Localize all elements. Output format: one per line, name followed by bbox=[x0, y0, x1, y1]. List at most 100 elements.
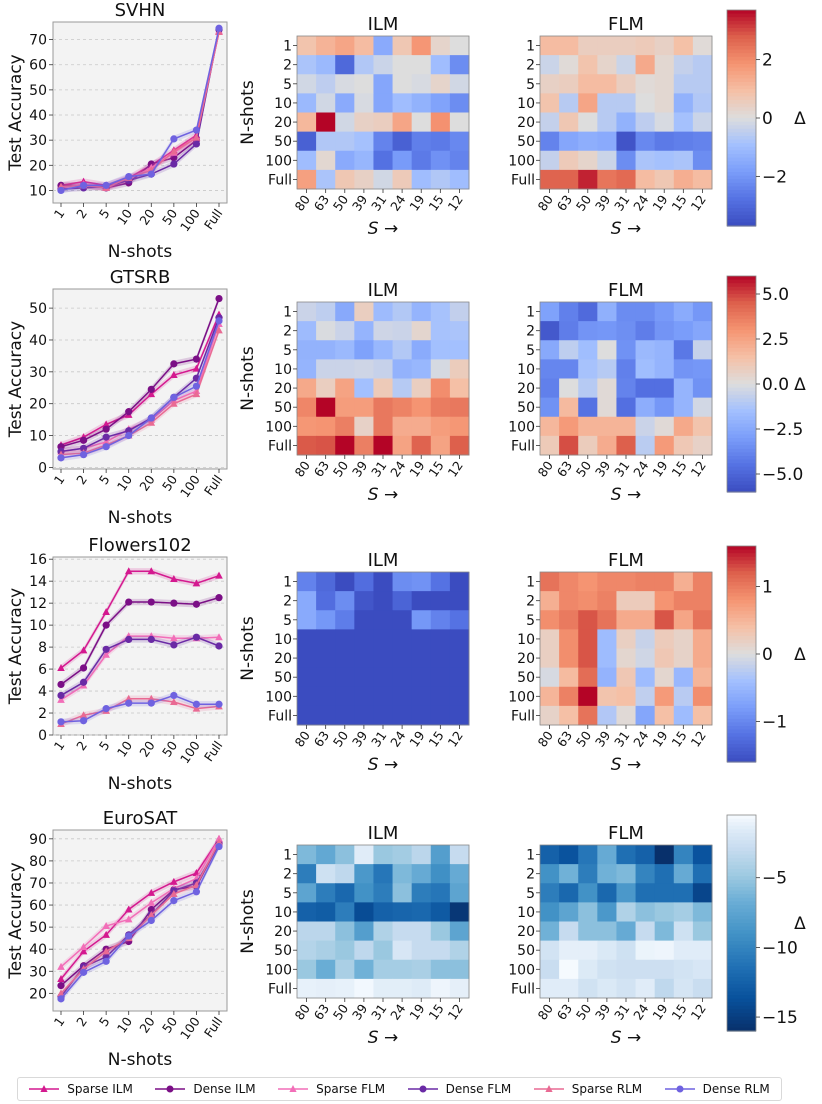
data-point bbox=[170, 698, 178, 706]
heatmap-cell bbox=[692, 845, 713, 865]
heatmap-cell bbox=[616, 883, 637, 903]
heatmap-cell bbox=[616, 169, 637, 190]
heatmap-cell bbox=[373, 359, 394, 379]
colorbar-segment bbox=[727, 546, 756, 551]
heatmap-cell bbox=[673, 55, 694, 75]
heatmap-cell bbox=[354, 302, 374, 322]
heatmap-cell bbox=[316, 93, 336, 113]
y-tick-label: 2 bbox=[526, 58, 535, 74]
heatmap-cell bbox=[411, 940, 432, 961]
data-point bbox=[79, 968, 88, 976]
heatmap-cell bbox=[316, 667, 336, 688]
colorbar-segment bbox=[727, 330, 756, 335]
x-axis-label: S → bbox=[611, 485, 641, 505]
data-point bbox=[192, 140, 201, 148]
heatmap-cell bbox=[540, 93, 560, 113]
heatmap-cell bbox=[316, 359, 336, 379]
heatmap-cell bbox=[673, 667, 694, 688]
heatmap-cell bbox=[449, 845, 470, 865]
heatmap-cell bbox=[373, 150, 394, 171]
heatmap-cell bbox=[316, 686, 336, 707]
heatmap-cell bbox=[430, 705, 451, 726]
heatmap-cell bbox=[673, 416, 694, 437]
heatmap-cell bbox=[335, 93, 355, 113]
heatmap-cell bbox=[692, 921, 713, 942]
heatmap-cell bbox=[635, 864, 656, 884]
x-tick-label: 63 bbox=[554, 728, 575, 750]
colorbar-segment bbox=[727, 650, 756, 655]
heatmap-cell bbox=[430, 648, 451, 669]
heatmap-cell bbox=[597, 648, 617, 669]
heatmap-cell bbox=[449, 629, 470, 649]
colorbar-segment bbox=[727, 136, 756, 141]
colorbar-segment bbox=[727, 825, 756, 830]
heatmap-cell bbox=[316, 705, 336, 726]
colorbar-segment bbox=[727, 829, 756, 834]
data-point bbox=[170, 399, 178, 407]
heatmap-cell bbox=[354, 572, 374, 592]
heatmap-cell bbox=[449, 302, 470, 322]
series-sparse-ilm bbox=[57, 567, 223, 672]
heatmap-cell bbox=[692, 686, 713, 707]
heatmap-cell bbox=[411, 112, 432, 133]
y-tick-label: 2 bbox=[283, 594, 292, 610]
data-point bbox=[102, 930, 110, 938]
y-tick-label: 5 bbox=[526, 613, 535, 629]
confidence-band bbox=[61, 838, 219, 997]
heatmap-title: FLM bbox=[608, 14, 644, 35]
x-tick-label: Full bbox=[201, 206, 226, 232]
heatmap-cell bbox=[354, 978, 374, 999]
data-point bbox=[79, 444, 88, 452]
colorbar-segment bbox=[727, 64, 756, 69]
data-point bbox=[79, 711, 88, 719]
colorbar-segment bbox=[727, 872, 756, 877]
heatmap-cell bbox=[597, 435, 617, 456]
heatmap-cell bbox=[559, 572, 579, 592]
heatmap-cell bbox=[616, 378, 637, 399]
y-tick-label: 10 bbox=[29, 429, 47, 445]
colorbar-segment bbox=[727, 423, 756, 428]
data-point bbox=[57, 995, 65, 1003]
heatmap-cell bbox=[316, 648, 336, 669]
heatmap-cell bbox=[559, 648, 579, 669]
heatmap-cell bbox=[392, 112, 413, 133]
y-tick-label: 10 bbox=[274, 362, 292, 378]
colorbar-segment bbox=[727, 10, 756, 15]
heatmap-cell bbox=[297, 435, 317, 456]
colorbar-svhn: −2 0 2 Δ bbox=[726, 9, 806, 227]
data-point bbox=[79, 942, 88, 950]
heatmap-cell bbox=[635, 169, 656, 190]
heatmap-cell bbox=[559, 169, 579, 190]
colorbar-segment bbox=[727, 204, 756, 209]
data-point bbox=[147, 390, 156, 398]
x-axis-label: S → bbox=[368, 1028, 398, 1048]
heatmap-cell bbox=[654, 978, 675, 999]
heatmap-cell bbox=[430, 131, 451, 152]
x-tick-label: Full bbox=[201, 738, 226, 764]
series-line bbox=[60, 697, 220, 725]
heatmap-cell bbox=[597, 591, 617, 611]
heatmap-cell bbox=[297, 93, 317, 113]
data-point bbox=[147, 598, 155, 606]
heatmap-cell bbox=[540, 902, 560, 922]
heatmap-cell bbox=[430, 845, 451, 865]
y-tick-label: 50 bbox=[274, 400, 292, 416]
x-tick-label: 20 bbox=[136, 738, 157, 760]
colorbar-segment bbox=[727, 919, 756, 924]
heatmap-cell bbox=[654, 74, 675, 94]
data-point bbox=[192, 133, 201, 141]
heatmap-cell bbox=[411, 435, 432, 456]
heatmap-cell bbox=[578, 572, 598, 592]
colorbar-segment bbox=[727, 704, 756, 709]
heatmap-cell bbox=[578, 648, 598, 669]
heatmap-cell bbox=[654, 610, 675, 630]
triangle-marker-icon bbox=[29, 1085, 60, 1092]
heatmap-cell bbox=[354, 705, 374, 726]
heatmap-cell bbox=[673, 959, 694, 980]
confidence-band bbox=[61, 568, 219, 672]
colorbar-segment bbox=[727, 96, 756, 101]
y-tick-label: 50 bbox=[274, 943, 292, 959]
x-tick-label: 31 bbox=[368, 728, 389, 750]
data-point bbox=[215, 326, 223, 334]
x-tick-label: Full bbox=[201, 472, 226, 498]
